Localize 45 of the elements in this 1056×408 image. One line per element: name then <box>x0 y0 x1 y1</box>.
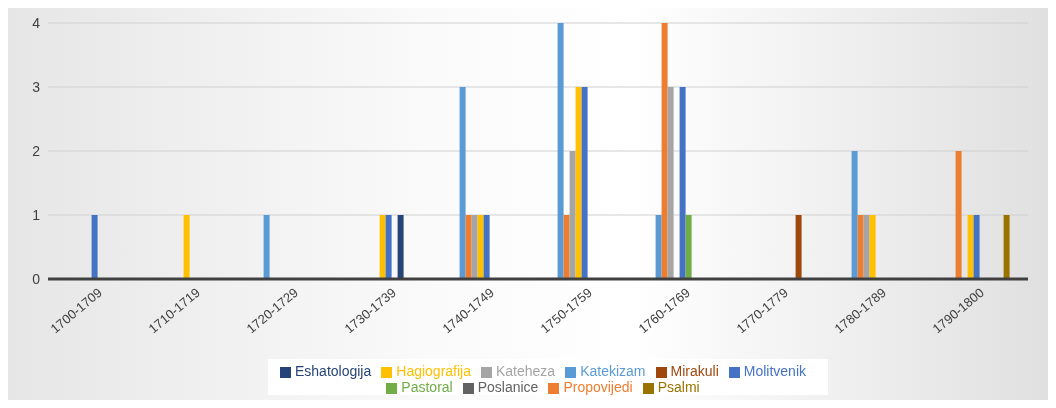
y-tick-label: 2 <box>32 142 41 159</box>
bar <box>465 215 472 279</box>
legend-label: Molitvenik <box>743 363 806 379</box>
legend-label: Hagiografija <box>396 363 471 379</box>
bar <box>661 23 668 279</box>
bar <box>91 215 98 279</box>
legend-label: Poslanice <box>477 379 539 395</box>
bar <box>379 215 386 279</box>
bar <box>679 87 686 279</box>
bar <box>477 215 484 279</box>
legend-label: Kateheza <box>495 363 556 379</box>
bar <box>557 23 564 279</box>
bar <box>795 215 802 279</box>
bar <box>667 87 674 279</box>
y-tick-label: 0 <box>32 270 41 287</box>
bar <box>1003 215 1010 279</box>
bar <box>581 87 588 279</box>
bar <box>459 87 466 279</box>
legend-label: Psalmi <box>657 379 700 395</box>
bar <box>967 215 974 279</box>
bar <box>973 215 980 279</box>
bar <box>575 87 582 279</box>
bar <box>397 215 404 279</box>
bar <box>851 151 858 279</box>
bar <box>183 215 190 279</box>
bar <box>483 215 490 279</box>
y-tick-label: 4 <box>32 14 41 31</box>
bar <box>857 215 864 279</box>
legend-label: Pastoral <box>401 379 453 395</box>
legend-label: Propovijedi <box>563 379 633 395</box>
y-tick-label: 1 <box>32 206 41 223</box>
bar <box>563 215 570 279</box>
bar <box>869 215 876 279</box>
legend-label: Mirakuli <box>670 363 719 379</box>
bar <box>655 215 662 279</box>
bar <box>471 215 478 279</box>
legend-label: Katekizam <box>580 363 646 379</box>
bar <box>863 215 870 279</box>
bar <box>263 215 270 279</box>
bar <box>685 215 692 279</box>
bar <box>385 215 392 279</box>
bar <box>955 151 962 279</box>
bar <box>569 151 576 279</box>
legend-label: Eshatologija <box>294 363 372 379</box>
y-tick-label: 3 <box>32 78 41 95</box>
